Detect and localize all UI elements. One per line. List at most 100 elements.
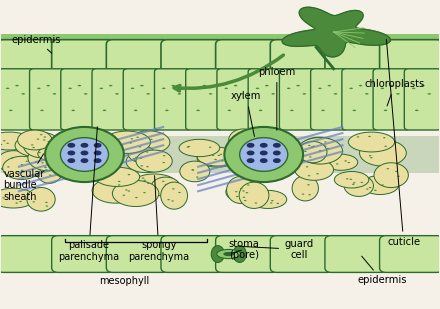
Ellipse shape (309, 156, 312, 158)
Ellipse shape (35, 161, 37, 163)
Ellipse shape (165, 184, 167, 185)
FancyBboxPatch shape (123, 69, 160, 130)
Ellipse shape (247, 143, 255, 148)
Ellipse shape (26, 161, 28, 162)
Ellipse shape (324, 146, 326, 147)
Text: phloem: phloem (258, 67, 296, 130)
Ellipse shape (192, 169, 194, 171)
Ellipse shape (265, 85, 268, 87)
Ellipse shape (211, 246, 224, 262)
Ellipse shape (53, 93, 56, 95)
Ellipse shape (128, 146, 155, 163)
Ellipse shape (27, 146, 70, 168)
Ellipse shape (271, 200, 274, 201)
Ellipse shape (349, 87, 353, 89)
Ellipse shape (357, 136, 359, 138)
Ellipse shape (249, 136, 251, 137)
Ellipse shape (353, 182, 356, 184)
Text: stoma
(pore): stoma (pore) (229, 239, 260, 260)
Ellipse shape (344, 175, 374, 197)
Ellipse shape (136, 137, 139, 138)
FancyBboxPatch shape (325, 236, 389, 273)
Ellipse shape (49, 175, 51, 176)
Ellipse shape (21, 170, 23, 171)
Ellipse shape (350, 179, 352, 180)
Ellipse shape (397, 176, 400, 177)
Ellipse shape (273, 158, 281, 163)
Ellipse shape (212, 155, 214, 156)
Ellipse shape (135, 157, 138, 158)
FancyBboxPatch shape (217, 69, 254, 130)
Ellipse shape (292, 176, 319, 201)
Ellipse shape (227, 176, 254, 203)
Ellipse shape (203, 85, 206, 87)
Ellipse shape (255, 168, 257, 169)
Ellipse shape (381, 87, 384, 89)
Ellipse shape (240, 93, 244, 95)
Text: palisade
parenchyma: palisade parenchyma (58, 127, 119, 262)
Ellipse shape (40, 110, 44, 111)
Ellipse shape (295, 159, 334, 180)
Ellipse shape (19, 201, 22, 202)
Ellipse shape (255, 202, 257, 204)
Bar (1, 34, 439, 41)
Ellipse shape (94, 158, 102, 163)
Ellipse shape (142, 177, 144, 179)
Ellipse shape (11, 158, 13, 159)
Ellipse shape (6, 143, 9, 144)
Ellipse shape (221, 160, 224, 162)
Text: epidermis: epidermis (357, 256, 407, 285)
Ellipse shape (346, 178, 348, 180)
FancyBboxPatch shape (380, 40, 440, 73)
Ellipse shape (162, 162, 165, 163)
FancyBboxPatch shape (270, 236, 334, 273)
Ellipse shape (304, 151, 307, 152)
Ellipse shape (178, 93, 181, 95)
Ellipse shape (259, 110, 262, 111)
Ellipse shape (334, 171, 369, 188)
Ellipse shape (132, 174, 176, 194)
Ellipse shape (15, 202, 18, 204)
Ellipse shape (336, 163, 338, 165)
Ellipse shape (143, 180, 146, 181)
Ellipse shape (260, 158, 268, 163)
Ellipse shape (47, 85, 50, 87)
Ellipse shape (151, 177, 180, 197)
Ellipse shape (0, 132, 32, 150)
Ellipse shape (147, 183, 150, 184)
Ellipse shape (167, 199, 170, 200)
Ellipse shape (123, 195, 125, 196)
Ellipse shape (236, 196, 238, 197)
Ellipse shape (15, 134, 61, 157)
Ellipse shape (327, 85, 331, 87)
Text: xylem: xylem (231, 91, 261, 137)
Ellipse shape (297, 138, 342, 164)
Ellipse shape (115, 93, 119, 95)
Ellipse shape (45, 169, 48, 170)
Ellipse shape (227, 110, 231, 111)
Ellipse shape (37, 138, 39, 140)
Ellipse shape (240, 138, 288, 171)
Ellipse shape (368, 136, 371, 137)
Text: vascular
bundle
sheath: vascular bundle sheath (4, 154, 45, 202)
Ellipse shape (242, 197, 245, 198)
Bar (1, 136, 439, 173)
Text: cuticle: cuticle (386, 39, 420, 247)
Ellipse shape (319, 150, 322, 151)
Ellipse shape (139, 146, 141, 147)
Ellipse shape (0, 188, 36, 208)
Polygon shape (282, 7, 390, 57)
Ellipse shape (140, 85, 144, 87)
Ellipse shape (383, 137, 385, 138)
Ellipse shape (146, 151, 148, 153)
Ellipse shape (48, 141, 50, 142)
Ellipse shape (308, 145, 311, 146)
Ellipse shape (0, 151, 30, 172)
Ellipse shape (412, 87, 415, 89)
Ellipse shape (395, 171, 398, 172)
Ellipse shape (360, 182, 363, 183)
Ellipse shape (9, 110, 12, 111)
Ellipse shape (150, 139, 153, 140)
Ellipse shape (312, 146, 315, 147)
Ellipse shape (3, 140, 6, 142)
